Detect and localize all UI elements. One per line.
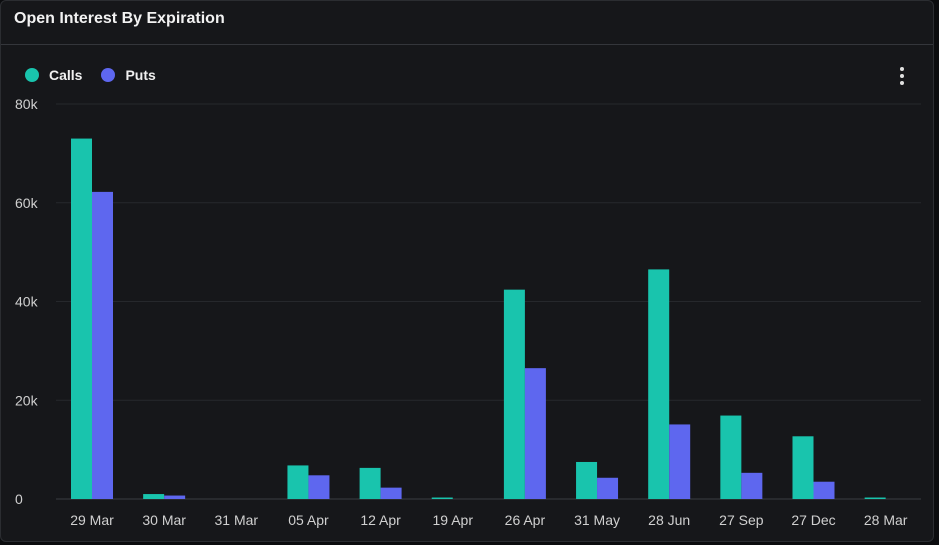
legend-label-calls: Calls bbox=[49, 67, 83, 83]
x-tick-label: 28 Jun bbox=[648, 512, 690, 528]
bar-puts-27-dec[interactable] bbox=[813, 481, 835, 499]
y-tick-label: 40k bbox=[15, 294, 39, 310]
legend-item-calls[interactable]: Calls bbox=[25, 67, 82, 83]
bar-calls-28-jun[interactable] bbox=[648, 269, 670, 499]
x-tick-label: 28 Mar bbox=[864, 512, 908, 528]
x-tick-label: 27 Sep bbox=[719, 512, 764, 528]
bar-puts-31-may[interactable] bbox=[597, 477, 619, 499]
bar-puts-05-apr[interactable] bbox=[308, 475, 330, 499]
page-title: Open Interest By Expiration bbox=[14, 10, 225, 27]
x-tick-label: 31 May bbox=[574, 512, 620, 528]
y-tick-label: 0 bbox=[15, 491, 23, 507]
y-tick-label: 60k bbox=[15, 195, 39, 211]
bar-puts-29-mar[interactable] bbox=[92, 191, 113, 499]
y-tick-label: 80k bbox=[15, 96, 39, 112]
chart-bars bbox=[71, 138, 886, 499]
bar-calls-28-mar[interactable] bbox=[864, 497, 886, 499]
bar-calls-26-apr[interactable] bbox=[503, 289, 525, 499]
x-tick-label: 19 Apr bbox=[433, 512, 474, 528]
more-options-button[interactable] bbox=[893, 63, 911, 89]
legend-label-puts: Puts bbox=[125, 67, 156, 83]
bar-puts-30-mar[interactable] bbox=[164, 495, 186, 499]
bar-puts-12-apr[interactable] bbox=[380, 487, 402, 499]
bar-calls-19-apr[interactable] bbox=[431, 497, 453, 499]
chart-legend: Calls Puts bbox=[25, 65, 175, 85]
x-tick-label: 05 Apr bbox=[288, 512, 329, 528]
x-axis-ticks: 29 Mar 30 Mar 31 Mar 05 Apr 12 Apr 19 Apr 26 A… bbox=[70, 512, 908, 528]
legend-swatch-calls bbox=[25, 68, 39, 82]
x-tick-label: 26 Apr bbox=[505, 512, 546, 528]
bar-calls-29-mar[interactable] bbox=[71, 138, 92, 499]
y-tick-label: 20k bbox=[15, 392, 39, 408]
bar-calls-30-mar[interactable] bbox=[143, 494, 165, 499]
bar-puts-26-apr[interactable] bbox=[524, 368, 546, 499]
bar-calls-05-apr[interactable] bbox=[287, 465, 309, 499]
y-axis-ticks: 0 20k 40k 60k 80k bbox=[15, 96, 39, 507]
chart-gridlines bbox=[56, 103, 921, 500]
legend-swatch-puts bbox=[101, 68, 116, 82]
bar-calls-27-sep[interactable] bbox=[720, 415, 742, 499]
x-tick-label: 12 Apr bbox=[360, 512, 401, 528]
bar-calls-12-apr[interactable] bbox=[359, 467, 381, 499]
more-vertical-icon bbox=[900, 67, 904, 71]
x-tick-label: 30 Mar bbox=[142, 512, 186, 528]
panel-header: Open Interest By Expiration bbox=[1, 1, 933, 45]
bar-puts-27-sep[interactable] bbox=[741, 472, 763, 499]
x-tick-label: 27 Dec bbox=[791, 512, 835, 528]
bar-calls-27-dec[interactable] bbox=[792, 436, 814, 499]
x-tick-label: 29 Mar bbox=[70, 512, 114, 528]
x-tick-label: 31 Mar bbox=[215, 512, 259, 528]
bar-puts-28-jun[interactable] bbox=[669, 424, 691, 499]
bar-calls-31-may[interactable] bbox=[576, 461, 598, 499]
legend-item-puts[interactable]: Puts bbox=[101, 67, 156, 83]
